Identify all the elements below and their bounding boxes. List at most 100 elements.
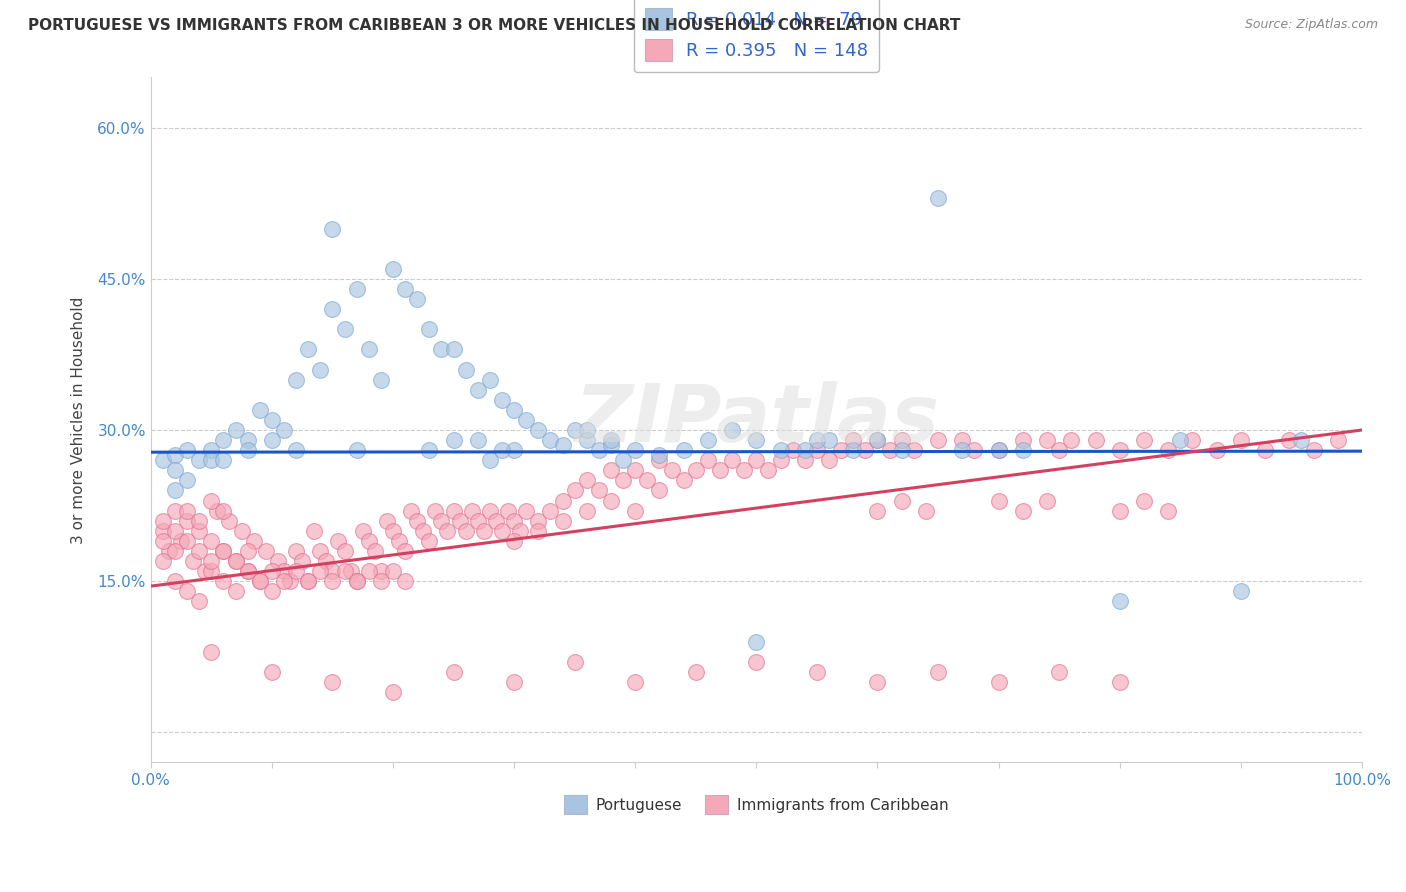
Point (364, 544, 387, 558)
Point (200, 453, 222, 467)
Point (950, 443, 973, 458)
Point (503, 674, 526, 689)
Point (478, 453, 501, 467)
Point (188, 524, 211, 538)
Point (600, 438, 623, 452)
Point (321, 564, 343, 578)
Point (782, 443, 804, 458)
Point (745, 433, 768, 447)
Point (212, 544, 235, 558)
Point (297, 574, 319, 588)
Point (176, 514, 198, 528)
Point (418, 443, 440, 458)
Point (903, 443, 925, 458)
Point (454, 362, 477, 376)
Point (212, 574, 235, 588)
Point (1326, 433, 1348, 447)
Point (648, 453, 671, 467)
Point (321, 302, 343, 317)
Point (672, 443, 695, 458)
Point (188, 453, 211, 467)
Point (830, 443, 852, 458)
Point (273, 564, 295, 578)
Point (333, 564, 356, 578)
Point (575, 433, 598, 447)
Point (370, 574, 392, 588)
Point (769, 443, 792, 458)
Point (430, 514, 453, 528)
Text: ZIPatlas: ZIPatlas (574, 381, 939, 459)
Point (503, 533, 526, 548)
Point (231, 524, 253, 538)
Point (963, 443, 986, 458)
Point (163, 463, 186, 477)
Point (224, 554, 246, 568)
Point (443, 665, 465, 679)
Point (491, 443, 513, 458)
Point (370, 564, 392, 578)
Point (357, 564, 380, 578)
Point (818, 453, 841, 467)
Point (1278, 433, 1301, 447)
Point (200, 645, 222, 659)
Point (1157, 443, 1180, 458)
Point (509, 524, 531, 538)
Point (418, 533, 440, 548)
Point (249, 574, 271, 588)
Point (381, 564, 404, 578)
Point (1084, 433, 1107, 447)
Point (297, 343, 319, 357)
Point (467, 433, 489, 447)
Point (370, 373, 392, 387)
Point (1108, 503, 1130, 517)
Point (1011, 503, 1033, 517)
Point (406, 514, 429, 528)
Point (538, 433, 561, 447)
Point (460, 503, 482, 517)
Point (491, 524, 513, 538)
Point (503, 443, 526, 458)
Point (375, 514, 398, 528)
Point (302, 524, 325, 538)
Point (285, 544, 308, 558)
Point (842, 433, 865, 447)
Point (1011, 433, 1033, 447)
Point (399, 503, 422, 517)
Point (527, 524, 550, 538)
Point (1060, 433, 1083, 447)
Point (309, 544, 332, 558)
Point (152, 533, 174, 548)
Point (194, 564, 217, 578)
Point (436, 524, 458, 538)
Point (218, 514, 240, 528)
Point (200, 533, 222, 548)
Point (152, 453, 174, 467)
Point (564, 483, 586, 498)
Point (381, 524, 404, 538)
Point (176, 443, 198, 458)
Point (818, 433, 841, 447)
Point (181, 554, 204, 568)
Point (793, 453, 815, 467)
Point (212, 503, 235, 517)
Point (806, 665, 828, 679)
Point (163, 524, 186, 538)
Point (866, 433, 889, 447)
Point (163, 544, 186, 558)
Point (709, 463, 731, 477)
Point (496, 503, 519, 517)
Point (394, 544, 416, 558)
Point (163, 574, 186, 588)
Point (333, 322, 356, 336)
Point (853, 443, 876, 458)
Point (236, 433, 259, 447)
Point (267, 554, 290, 568)
Point (551, 514, 574, 528)
Point (260, 665, 283, 679)
Point (890, 433, 912, 447)
Point (1157, 503, 1180, 517)
Point (890, 443, 912, 458)
Point (285, 564, 308, 578)
Point (224, 423, 246, 437)
Point (987, 674, 1010, 689)
